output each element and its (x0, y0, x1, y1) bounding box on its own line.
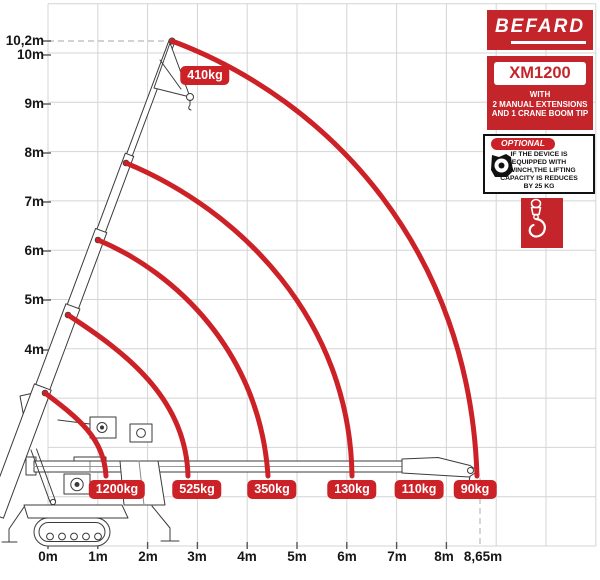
y-axis-label: 8m (24, 145, 44, 160)
model-subtitle-line: WITH (529, 90, 551, 99)
model-subtitle-line: AND 1 CRANE BOOM TIP (491, 109, 589, 118)
x-axis-label: 1m (88, 549, 108, 564)
brand-logo-panel: BEFARD (487, 10, 593, 50)
y-axis-label: 10,2m (5, 33, 44, 48)
logo-underline (511, 41, 586, 44)
x-axis-label: 6m (337, 549, 357, 564)
crane-illustration (0, 37, 479, 547)
y-axis-label: 5m (24, 292, 44, 307)
optional-text: IF THE DEVICE IS EQUIPPED WITH A WINCH,T… (487, 151, 591, 191)
swivel-hook-icon (528, 198, 546, 238)
x-axis-label: 7m (387, 549, 407, 564)
capacity-arcs (42, 38, 480, 479)
ground-load-label: 130kg (327, 480, 377, 499)
optional-text-line: EQUIPPED WITH (511, 159, 567, 166)
x-axis-label: 4m (237, 549, 257, 564)
x-axis-label: 8,65m (463, 549, 503, 564)
y-axis-label: 9m (24, 96, 44, 111)
optional-text-line: IF THE DEVICE IS (510, 151, 568, 158)
tip-load-label: 410kg (180, 66, 230, 85)
optional-badge: OPTIONAL (491, 138, 555, 150)
winch-assembly (19, 391, 153, 495)
x-axis-label: 2m (138, 549, 158, 564)
winch-icon (491, 154, 513, 177)
x-axis-label: 5m (287, 549, 307, 564)
optional-winch-note: OPTIONAL IF THE DEVICE IS EQUIPPED WITH … (483, 134, 595, 194)
optional-text-line: BY 25 KG (523, 183, 555, 190)
capacity-arc-outer (169, 38, 480, 479)
optional-text-line: A WINCH,THE LIFTING (502, 167, 576, 174)
x-axis-label: 8m (434, 549, 454, 564)
ground-load-label: 90kg (453, 480, 497, 499)
y-axis-label: 10m (16, 47, 44, 62)
y-axis-label: 6m (24, 243, 44, 258)
model-subtitle: WITH 2 MANUAL EXTENSIONS AND 1 CRANE BOO… (487, 90, 593, 119)
brand-logo: BEFARD (494, 16, 586, 37)
optional-text-line: CAPACITY IS REDUCES (500, 175, 578, 182)
x-axis-label: 3m (187, 549, 207, 564)
ground-load-label: 350kg (247, 480, 297, 499)
model-subtitle-line: 2 MANUAL EXTENSIONS (492, 99, 588, 109)
ground-load-label: 525kg (172, 480, 222, 499)
model-panel: XM1200 WITH 2 MANUAL EXTENSIONS AND 1 CR… (487, 56, 593, 130)
capacity-arc-350kg (95, 237, 271, 479)
ground-load-label: 1200kg (88, 480, 146, 499)
hook-accessory-panel (521, 198, 563, 248)
capacity-arc-525kg (65, 312, 191, 479)
capacity-arc-1200kg (42, 390, 109, 479)
y-axis-label: 7m (24, 194, 44, 209)
capacity-arc-130kg (123, 160, 355, 479)
x-axis-label: 0m (38, 549, 58, 564)
model-name: XM1200 (494, 62, 586, 85)
ground-load-label: 110kg (394, 480, 444, 499)
y-axis-label: 4m (24, 342, 44, 357)
